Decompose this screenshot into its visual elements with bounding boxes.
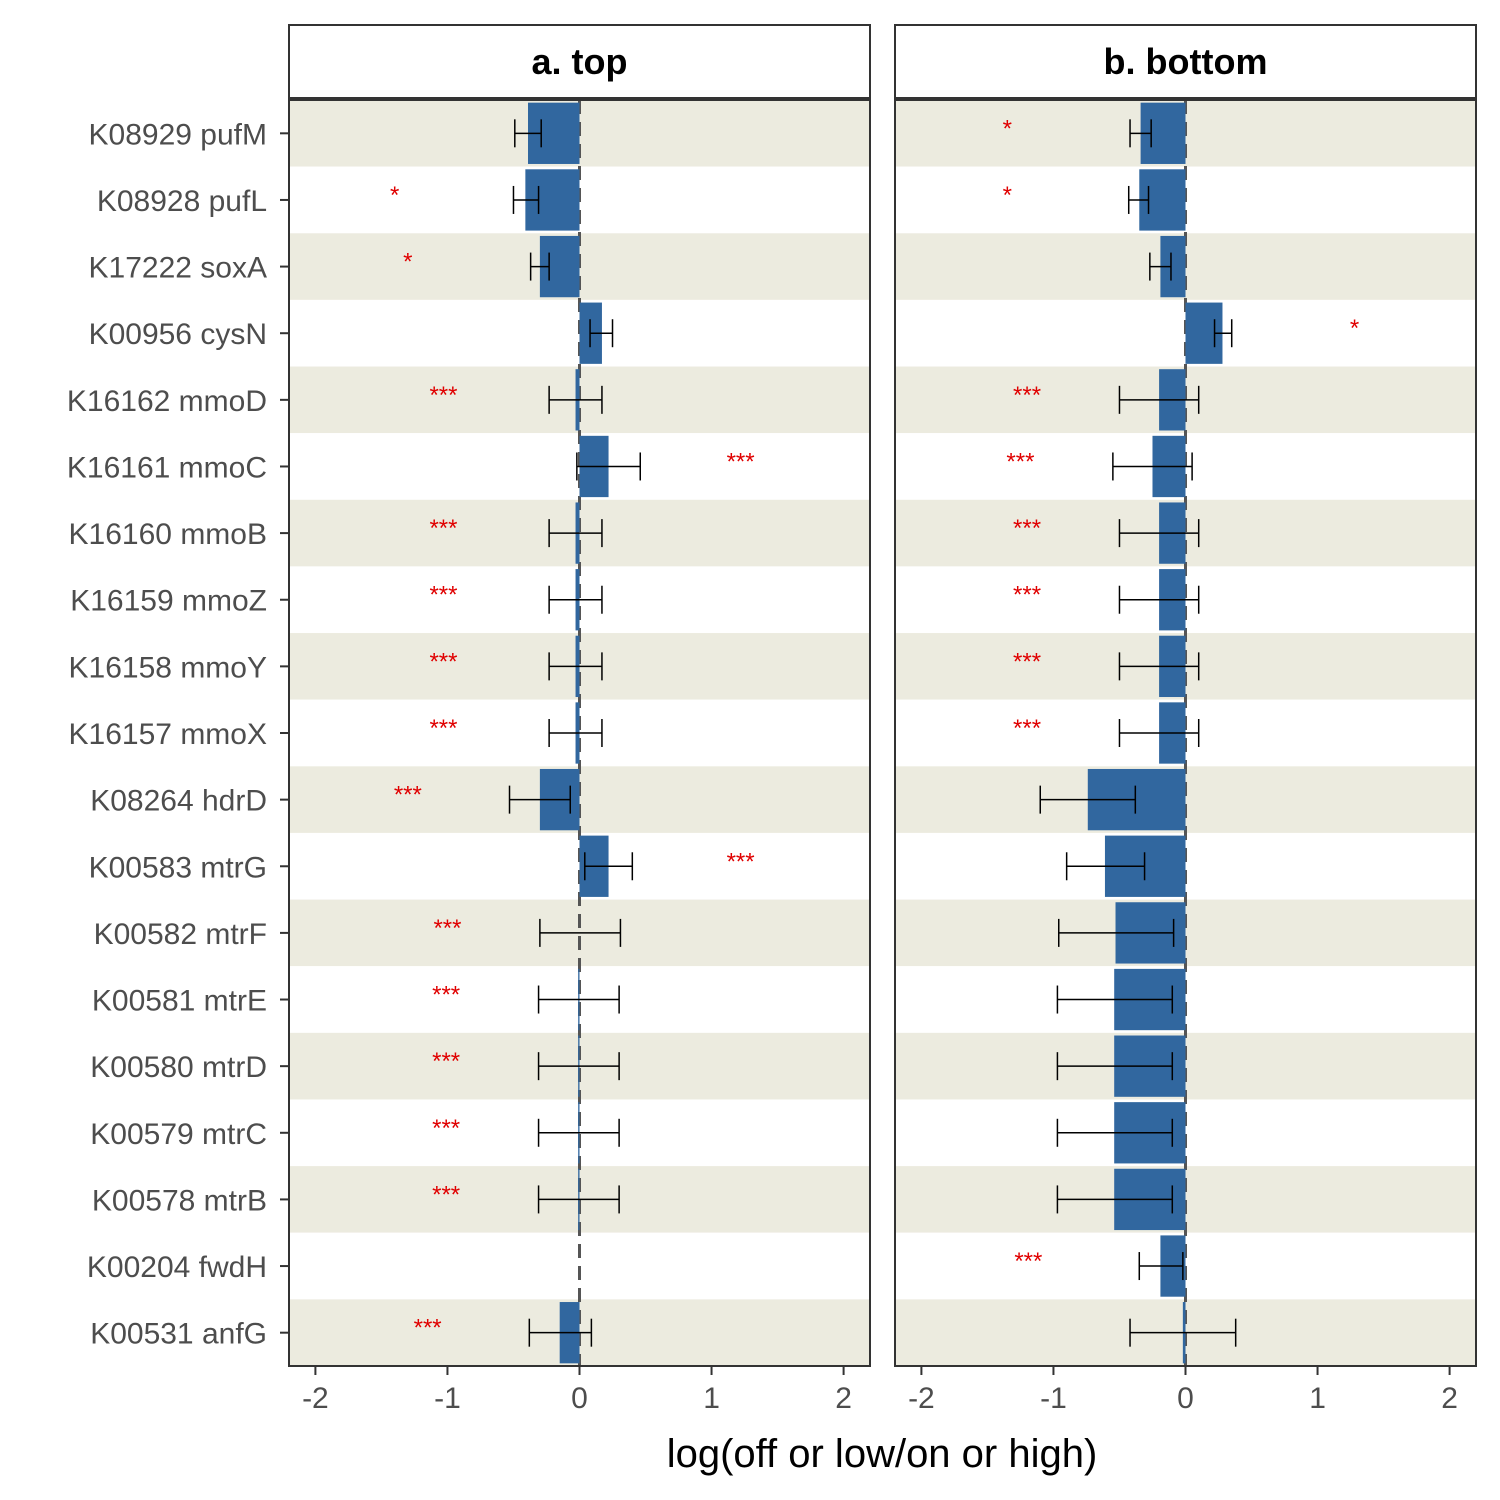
x-tick-label: 2 [835,1382,852,1415]
y-tick-label: K08928 pufL [97,185,267,218]
significance-label: * [1350,315,1359,342]
y-tick-label: K00582 mtrF [94,918,267,951]
y-axis: K08929 pufM K08928 pufL K17222 soxA K00956 … [67,118,289,1351]
significance-label: * [403,249,412,276]
y-tick-label: K16158 mmoY [69,651,267,684]
strip-label: a. top [532,41,628,82]
strip-label: b. bottom [1104,41,1268,82]
significance-label: *** [1013,515,1041,542]
significance-label: *** [727,848,755,875]
significance-label: *** [433,915,461,942]
x-tick-label: 2 [1441,1382,1458,1415]
y-tick-label: K00204 fwdH [87,1251,267,1284]
significance-label: * [1003,115,1012,142]
y-tick-label: K00578 mtrB [92,1184,267,1217]
significance-label: *** [432,1048,460,1075]
significance-label: *** [414,1315,442,1342]
significance-label: *** [394,782,422,809]
significance-label: *** [429,515,457,542]
significance-label: *** [1014,1248,1042,1275]
x-tick-label: -2 [302,1382,329,1415]
y-tick-label: K08929 pufM [89,118,267,151]
y-tick-label: K16160 mmoB [69,518,267,551]
y-tick-label: K00580 mtrD [90,1051,267,1084]
y-tick-label: K16157 mmoX [69,718,267,751]
x-tick-label: 1 [703,1382,720,1415]
y-tick-label: K00581 mtrE [92,985,267,1018]
strip-background [288,24,871,99]
y-tick-label: K16162 mmoD [67,385,267,418]
significance-label: *** [1006,448,1034,475]
significance-label: *** [727,448,755,475]
significance-label: *** [1013,715,1041,742]
strip-background [894,24,1477,99]
x-tick-label: 0 [1177,1382,1194,1415]
y-tick-label: K00531 anfG [90,1318,267,1351]
x-tick-label: -2 [908,1382,935,1415]
significance-label: *** [432,1181,460,1208]
panel-bottom: ************************ b. bottom -2 -1 0… [894,24,1477,1415]
y-tick-label: K16159 mmoZ [70,585,267,618]
y-tick-label: K17222 soxA [89,252,267,285]
significance-label: *** [429,715,457,742]
significance-label: *** [429,382,457,409]
significance-label: *** [429,648,457,675]
significance-label: *** [1013,582,1041,609]
significance-label: *** [1013,382,1041,409]
y-tick-label: K08264 hdrD [90,785,267,818]
x-tick-label: 0 [571,1382,588,1415]
x-tick-label: -1 [434,1382,461,1415]
y-tick-label: K00956 cysN [89,318,267,351]
y-tick-label: K16161 mmoC [67,451,267,484]
x-tick-label: -1 [1040,1382,1067,1415]
x-axis-title: log(off or low/on or high) [667,1432,1098,1476]
significance-label: *** [432,1115,460,1142]
significance-label: * [1003,182,1012,209]
y-tick-label: K00579 mtrC [90,1118,267,1151]
significance-label: *** [429,582,457,609]
significance-label: * [390,182,399,209]
y-tick-label: K00583 mtrG [89,851,267,884]
panel-top: ****************************************… [288,24,871,1415]
significance-label: *** [432,982,460,1009]
significance-label: *** [1013,648,1041,675]
x-tick-label: 1 [1309,1382,1326,1415]
